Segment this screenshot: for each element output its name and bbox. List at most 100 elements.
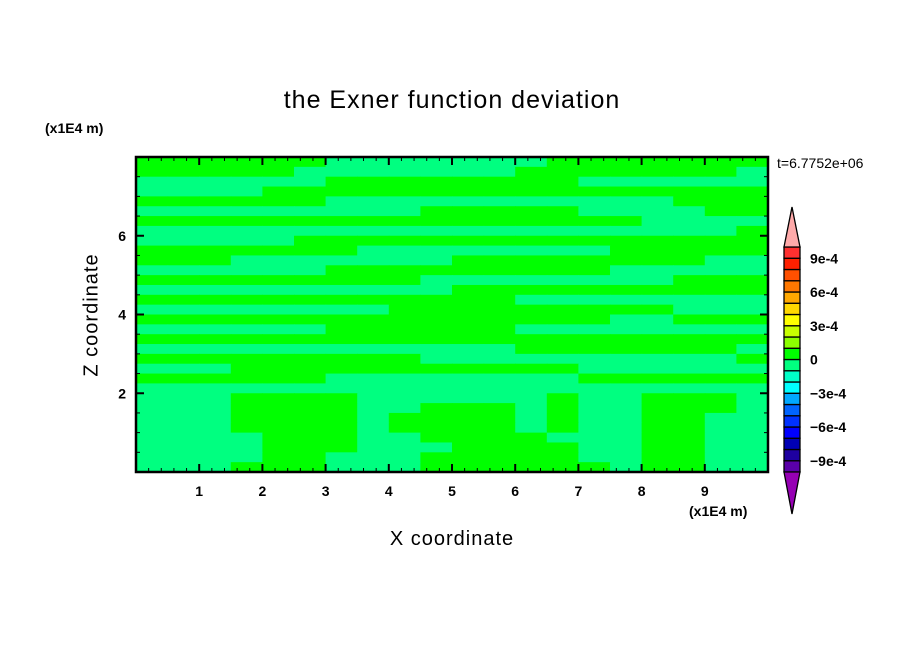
heatmap-cell xyxy=(325,166,358,178)
heatmap-cell xyxy=(262,442,295,453)
heatmap-cell xyxy=(673,462,706,473)
heatmap-cell xyxy=(167,324,200,335)
heatmap-cell xyxy=(230,216,263,227)
x-axis-unit: (x1E4 m) xyxy=(689,503,748,519)
heatmap-cell xyxy=(294,432,327,444)
heatmap-cell xyxy=(262,186,295,197)
heatmap-cell xyxy=(136,344,169,355)
heatmap-cell xyxy=(136,245,169,257)
heatmap-cell xyxy=(736,422,769,434)
heatmap-cell xyxy=(167,265,200,276)
heatmap-cell xyxy=(641,344,674,355)
heatmap-cell xyxy=(420,157,453,168)
heatmap-cell xyxy=(420,176,453,188)
heatmap-cell xyxy=(641,235,674,247)
heatmap-cell xyxy=(610,176,643,188)
heatmap-cell xyxy=(167,186,200,197)
heatmap-cell xyxy=(610,442,643,453)
heatmap-cell xyxy=(230,225,263,237)
heatmap-cell xyxy=(483,304,516,316)
heatmap-cell xyxy=(578,403,611,414)
heatmap-cell xyxy=(736,353,769,365)
heatmap-cell xyxy=(452,196,485,207)
heatmap-cell xyxy=(167,275,200,286)
heatmap-cell xyxy=(325,373,358,385)
heatmap-cell xyxy=(230,176,263,188)
heatmap-cell xyxy=(610,412,643,424)
colorbar-box xyxy=(783,460,801,473)
heatmap-cell xyxy=(136,304,169,316)
heatmap-cell xyxy=(388,157,421,168)
heatmap-cell xyxy=(294,314,327,325)
colorbar-box xyxy=(783,370,801,383)
heatmap-cell xyxy=(578,393,611,404)
heatmap-cell xyxy=(515,196,548,207)
heatmap-cell xyxy=(136,284,169,296)
heatmap-cell xyxy=(578,255,611,266)
heatmap-cell xyxy=(230,393,263,404)
heatmap-cell xyxy=(483,176,516,188)
heatmap-cell xyxy=(230,353,263,365)
heatmap-cell xyxy=(136,353,169,365)
heatmap-cell xyxy=(452,422,485,434)
heatmap-cell xyxy=(578,294,611,306)
heatmap-cell xyxy=(673,344,706,355)
heatmap-cell xyxy=(420,393,453,404)
heatmap-cell xyxy=(167,393,200,404)
heatmap-cell xyxy=(515,324,548,335)
heatmap-cell xyxy=(357,265,390,276)
heatmap-cell xyxy=(294,353,327,365)
heatmap-cell xyxy=(483,216,516,227)
colorbar-box xyxy=(783,268,801,282)
heatmap-cell xyxy=(546,157,579,168)
heatmap-cell xyxy=(736,245,769,257)
heatmap-cell xyxy=(294,334,327,345)
heatmap-cell xyxy=(610,324,643,335)
heatmap-cell xyxy=(610,314,643,325)
heatmap-cell xyxy=(136,452,169,463)
heatmap-cell xyxy=(230,334,263,345)
heatmap-cell xyxy=(167,344,200,355)
heatmap-cell xyxy=(641,452,674,463)
heatmap-cell xyxy=(515,186,548,197)
heatmap-cell xyxy=(546,393,579,404)
heatmap-cell xyxy=(420,334,453,345)
heatmap-cell xyxy=(610,216,643,227)
heatmap-cell xyxy=(167,314,200,325)
heatmap-cell xyxy=(294,176,327,188)
heatmap-cell xyxy=(199,462,232,473)
heatmap-cell xyxy=(483,373,516,385)
heatmap-cell xyxy=(294,403,327,414)
colorbar-box xyxy=(783,336,801,349)
heatmap-cell xyxy=(199,452,232,463)
heatmap-cell xyxy=(294,284,327,296)
heatmap-cell xyxy=(262,275,295,286)
heatmap-cell xyxy=(230,344,263,355)
heatmap-cell xyxy=(452,294,485,306)
heatmap-cell xyxy=(736,225,769,237)
heatmap-cell xyxy=(515,235,548,247)
heatmap-cell xyxy=(325,304,358,316)
heatmap-cell xyxy=(199,196,232,207)
heatmap-cell xyxy=(546,383,579,394)
heatmap-cell xyxy=(736,462,769,473)
heatmap-cell xyxy=(704,245,737,257)
heatmap-cell xyxy=(704,196,737,207)
heatmap-cell xyxy=(452,206,485,217)
chart-title: the Exner function deviation xyxy=(283,86,621,114)
heatmap-cell xyxy=(420,284,453,296)
heatmap-cell xyxy=(452,393,485,404)
colorbar-label: 6e-4 xyxy=(810,284,838,300)
heatmap-cell xyxy=(483,432,516,444)
heatmap-cell xyxy=(230,314,263,325)
heatmap-cell xyxy=(452,442,485,453)
plot-frame xyxy=(134,155,770,474)
heatmap-cell xyxy=(294,225,327,237)
heatmap-cell xyxy=(546,176,579,188)
heatmap-cell xyxy=(673,186,706,197)
heatmap-cell xyxy=(736,334,769,345)
heatmap-cell xyxy=(452,255,485,266)
heatmap-cell xyxy=(167,206,200,217)
heatmap-cell xyxy=(199,432,232,444)
heatmap-cell xyxy=(262,245,295,257)
